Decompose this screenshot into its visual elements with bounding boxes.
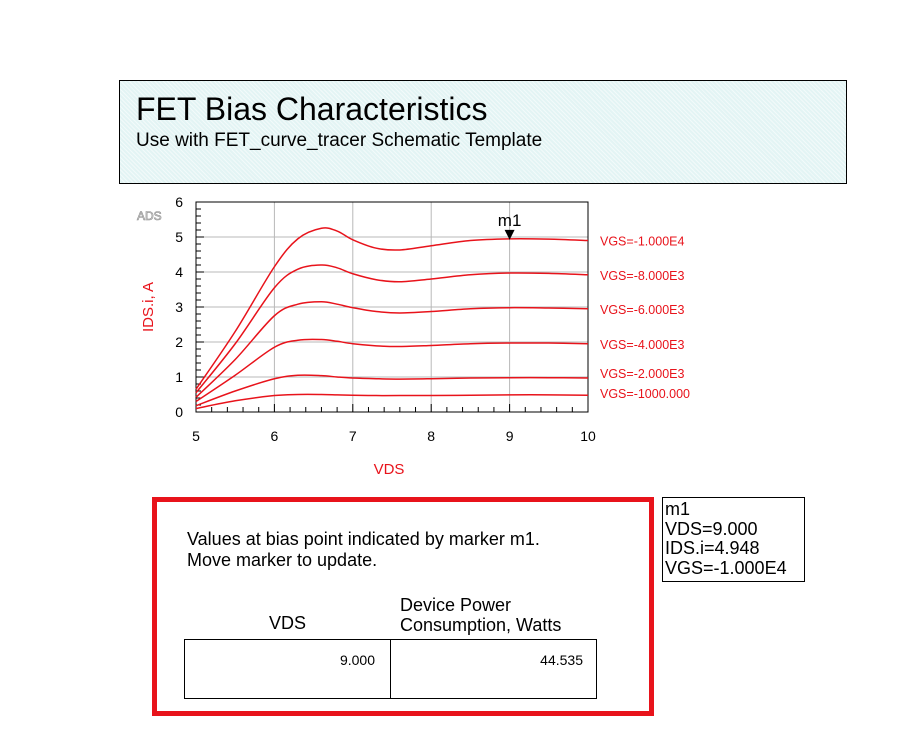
x-tick-label: 10 — [580, 428, 596, 444]
marker-readout-vds: VDS=9.000 — [665, 518, 758, 539]
x-tick-label: 5 — [192, 428, 200, 444]
y-tick-label: 2 — [175, 334, 183, 350]
series-label-0: VGS=-1.000E4 — [600, 235, 684, 249]
series-label-3: VGS=-4.000E3 — [600, 338, 684, 352]
bias-point-panel: Values at bias point indicated by marker… — [152, 497, 654, 716]
series-line-1 — [195, 264, 589, 394]
vds-column-header: VDS — [269, 613, 307, 633]
series-line-2 — [195, 300, 589, 398]
series-line-3 — [195, 338, 589, 403]
y-axis-label: IDS.i, A — [140, 282, 157, 332]
marker-readout-box[interactable]: m1 VDS=9.000 IDS.i=4.948 VGS=-1.000E4 — [662, 497, 805, 582]
ads-watermark: ADS — [137, 209, 162, 223]
y-tick-label: 3 — [175, 299, 183, 315]
x-tick-label: 9 — [506, 428, 514, 444]
power-column-header-line-2: Consumption, Watts — [400, 615, 562, 635]
header-banner: FET Bias Characteristics Use with FET_cu… — [119, 80, 847, 184]
bias-info-text: Values at bias point indicated by marker… — [187, 529, 540, 571]
y-tick-label: 4 — [175, 264, 183, 280]
y-tick-label: 6 — [175, 194, 183, 210]
series-line-0 — [195, 227, 589, 390]
y-tick-label: 0 — [175, 404, 183, 420]
x-tick-label: 6 — [271, 428, 279, 444]
bias-info-line-1: Values at bias point indicated by marker… — [187, 529, 540, 549]
power-column-header-line-1: Device Power — [400, 595, 512, 615]
table-divider — [390, 640, 391, 698]
series-label-1: VGS=-8.000E3 — [600, 269, 684, 283]
power-column-header: Device Power Consumption, Watts — [400, 595, 561, 635]
marker-readout-ids: IDS.i=4.948 — [665, 538, 760, 558]
bias-values-table: 9.000 44.535 — [184, 639, 597, 699]
series-label-4: VGS=-2.000E3 — [600, 367, 684, 381]
y-tick-label: 1 — [175, 369, 183, 385]
bias-info-line-2: Move marker to update. — [187, 550, 378, 570]
marker-label: m1 — [498, 211, 522, 230]
series-line-4 — [195, 374, 589, 407]
x-axis-label: VDS — [374, 461, 405, 478]
series-line-5 — [195, 393, 589, 410]
x-tick-label: 7 — [349, 428, 357, 444]
y-tick-label: 5 — [175, 229, 183, 245]
iv-curve-chart: 5 6 7 8 9 10 0 1 2 3 4 5 6 VDS IDS.i, A ADS VGS=-1.000E4… — [137, 194, 690, 478]
marker-triangle-icon — [504, 229, 515, 240]
series-label-5: VGS=-1000.000 — [600, 387, 690, 401]
page-title: FET Bias Characteristics — [136, 91, 488, 127]
x-tick-label: 8 — [427, 428, 435, 444]
power-value-cell: 44.535 — [540, 652, 583, 668]
vds-value-cell: 9.000 — [339, 652, 375, 668]
marker-readout-name: m1 — [665, 499, 691, 519]
plot-frame — [195, 201, 589, 413]
page-subtitle: Use with FET_curve_tracer Schematic Temp… — [136, 130, 543, 151]
series-label-2: VGS=-6.000E3 — [600, 303, 684, 317]
marker-readout-vgs: VGS=-1.000E4 — [665, 557, 787, 578]
